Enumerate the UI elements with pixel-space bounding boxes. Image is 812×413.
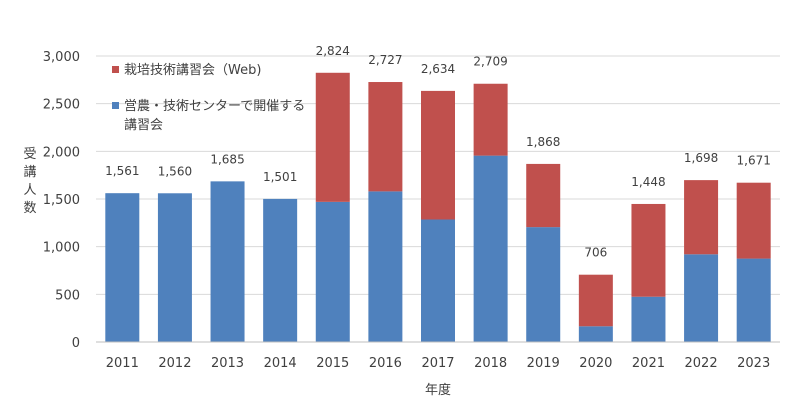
y-tick-label: 2,500 bbox=[43, 98, 80, 113]
x-tick-label: 2023 bbox=[737, 356, 770, 371]
bar-segment-web bbox=[421, 90, 455, 220]
x-tick-label: 2020 bbox=[579, 356, 612, 371]
x-tick-label: 2019 bbox=[527, 356, 560, 371]
bar-segment-center bbox=[105, 193, 140, 342]
x-tick-label: 2013 bbox=[211, 356, 244, 371]
bar-segment-web bbox=[578, 274, 613, 327]
x-tick-label: 2018 bbox=[474, 356, 507, 371]
bar-segment-center bbox=[368, 191, 403, 342]
total-data-label: 706 bbox=[584, 246, 607, 260]
total-data-label: 1,501 bbox=[263, 170, 297, 184]
x-tick-label: 2015 bbox=[316, 356, 349, 371]
bar-segment-web bbox=[368, 82, 403, 192]
legend-swatch bbox=[112, 102, 119, 109]
bar-segment-web bbox=[631, 203, 666, 297]
y-tick-label: 3,000 bbox=[43, 50, 80, 65]
y-axis-title-char: 数 bbox=[23, 201, 36, 216]
bar-segment-center bbox=[526, 227, 561, 342]
y-tick-label: 1,500 bbox=[43, 193, 80, 208]
total-data-label: 2,824 bbox=[316, 44, 350, 58]
x-axis-ticks: 2011 2012 2013 2014 2015 2016 2017 2018 2019 2020… bbox=[106, 356, 770, 371]
y-axis-title-char: 講 bbox=[23, 164, 36, 180]
x-tick-label: 2022 bbox=[685, 356, 718, 371]
x-tick-label: 2017 bbox=[421, 356, 454, 371]
y-axis-ticks: 0 500 1,000 1,500 2,000 2,500 3,000 bbox=[43, 50, 80, 351]
y-tick-label: 0 bbox=[72, 336, 80, 351]
bar-segment-center bbox=[263, 198, 298, 342]
x-tick-label: 2014 bbox=[264, 356, 297, 371]
total-data-label: 1,671 bbox=[737, 154, 771, 168]
bar-segment-web bbox=[684, 180, 719, 255]
legend-label: 講習会 bbox=[124, 117, 163, 133]
legend-label: 営農・技術センターで開催する bbox=[124, 99, 305, 114]
y-tick-label: 500 bbox=[55, 288, 80, 303]
legend-swatch bbox=[112, 66, 119, 73]
total-data-label: 2,709 bbox=[473, 55, 507, 69]
bar-segment-web bbox=[526, 163, 561, 228]
y-tick-label: 2,000 bbox=[43, 145, 80, 160]
total-data-label: 1,698 bbox=[684, 151, 718, 165]
bar-segment-center bbox=[578, 326, 613, 342]
bar-segment-center bbox=[421, 219, 455, 342]
bar-segment-center bbox=[736, 258, 771, 342]
bar-segment-web bbox=[473, 83, 508, 156]
total-data-label: 1,685 bbox=[210, 152, 244, 166]
total-data-labels: 1,561 1,560 1,685 1,501 2,824 2,727 2,634 2,709… bbox=[105, 44, 771, 260]
y-axis-title-char: 人 bbox=[23, 183, 36, 198]
total-data-label: 1,868 bbox=[526, 135, 560, 149]
legend-label: 栽培技術講習会（Web) bbox=[124, 62, 261, 78]
bar-segment-web bbox=[736, 182, 771, 259]
x-axis-title: 年度 bbox=[425, 382, 451, 398]
bar-segment-center bbox=[210, 181, 245, 342]
x-tick-label: 2021 bbox=[632, 356, 665, 371]
total-data-label: 1,560 bbox=[158, 164, 192, 178]
total-data-label: 1,561 bbox=[105, 164, 139, 178]
bar-segment-center bbox=[157, 193, 192, 342]
total-data-label: 1,448 bbox=[631, 175, 665, 189]
y-tick-label: 1,000 bbox=[43, 241, 80, 256]
bar-segment-center bbox=[315, 201, 350, 342]
total-data-label: 2,727 bbox=[368, 53, 402, 67]
total-data-label: 2,634 bbox=[421, 62, 455, 76]
bar-segment-center bbox=[684, 254, 719, 342]
bar-segment-center bbox=[631, 296, 666, 342]
y-axis-title-char: 受 bbox=[23, 147, 36, 162]
x-tick-label: 2011 bbox=[106, 356, 139, 371]
bar-segment-web bbox=[315, 72, 350, 202]
x-tick-label: 2016 bbox=[369, 356, 402, 371]
bars bbox=[105, 72, 771, 342]
x-tick-label: 2012 bbox=[158, 356, 191, 371]
bar-segment-center bbox=[473, 155, 508, 342]
